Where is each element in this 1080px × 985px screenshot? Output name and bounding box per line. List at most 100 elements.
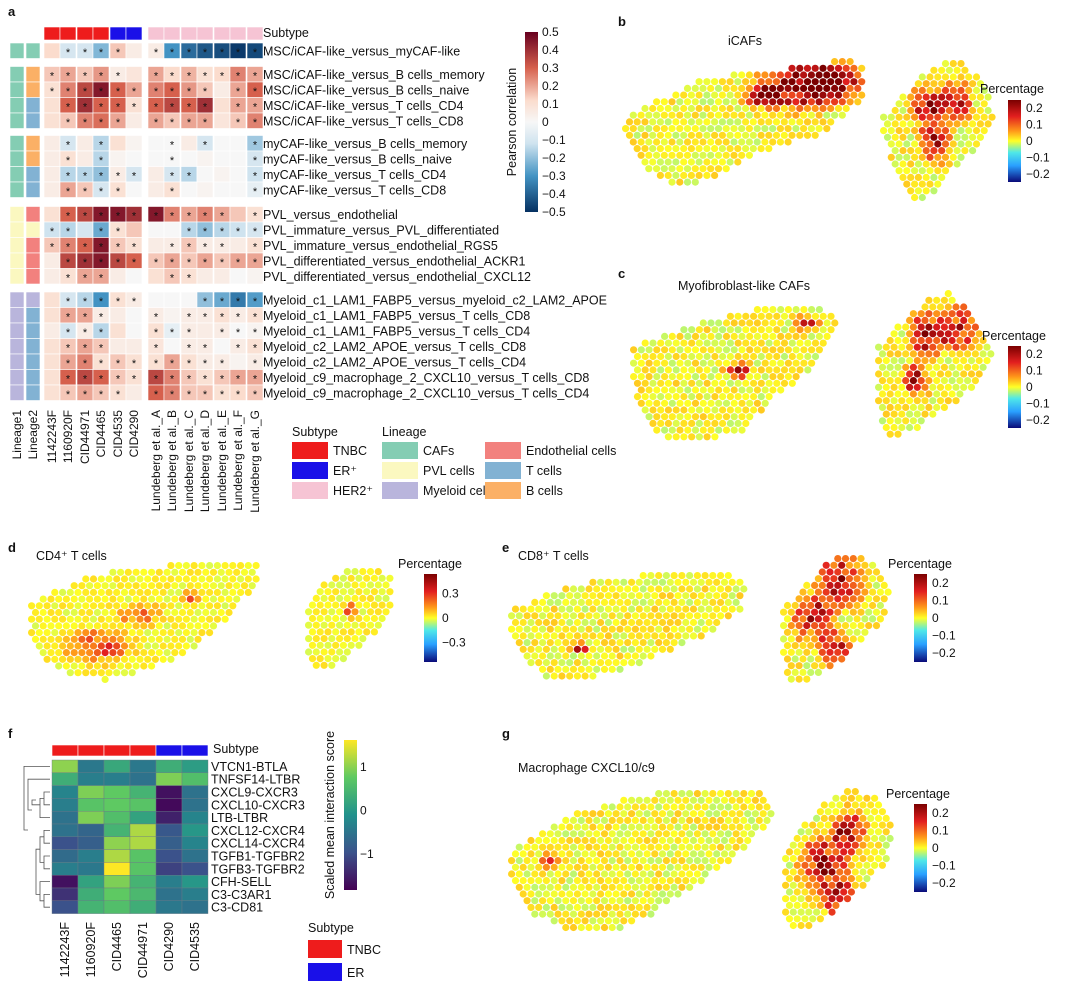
spot bbox=[840, 888, 848, 896]
spot bbox=[124, 582, 132, 590]
spot bbox=[738, 71, 746, 79]
spot bbox=[730, 373, 738, 381]
spot bbox=[742, 145, 750, 153]
spot bbox=[657, 419, 665, 427]
spot bbox=[190, 602, 198, 610]
spot bbox=[539, 639, 547, 647]
spot bbox=[906, 383, 914, 391]
spot bbox=[793, 861, 801, 869]
spot bbox=[936, 397, 945, 405]
spot bbox=[657, 352, 665, 361]
spot bbox=[86, 608, 94, 617]
spot bbox=[542, 850, 551, 858]
spot bbox=[738, 84, 746, 92]
spot bbox=[717, 857, 725, 865]
spot bbox=[894, 430, 902, 438]
spot bbox=[788, 64, 796, 72]
spot bbox=[240, 568, 249, 576]
spot bbox=[676, 373, 684, 381]
spot bbox=[686, 572, 694, 580]
spot bbox=[687, 145, 696, 153]
spot bbox=[616, 585, 624, 593]
significance-star: * bbox=[83, 86, 88, 98]
spot bbox=[649, 393, 657, 401]
spot bbox=[933, 363, 941, 371]
spot bbox=[984, 120, 992, 128]
spot bbox=[722, 98, 730, 106]
spot bbox=[849, 581, 857, 590]
spot bbox=[701, 870, 709, 878]
spot bbox=[911, 86, 919, 94]
spot bbox=[686, 625, 694, 633]
spot bbox=[834, 581, 842, 590]
spot bbox=[757, 145, 765, 153]
spot bbox=[861, 588, 869, 596]
spot bbox=[867, 828, 875, 836]
spot bbox=[971, 350, 980, 358]
spot bbox=[965, 86, 973, 94]
heatmap-cell bbox=[163, 384, 181, 401]
spot bbox=[140, 649, 148, 657]
heatmap-cell bbox=[43, 112, 61, 129]
spot bbox=[347, 574, 355, 582]
spot bbox=[670, 803, 678, 811]
spot bbox=[620, 917, 628, 925]
heatmap-cell bbox=[59, 268, 77, 285]
spot bbox=[714, 98, 723, 106]
spot bbox=[562, 665, 570, 673]
legend-swatch bbox=[485, 442, 521, 459]
spot bbox=[980, 100, 988, 108]
spot bbox=[682, 605, 690, 613]
spot bbox=[922, 147, 930, 155]
spot bbox=[726, 158, 734, 166]
spot bbox=[922, 133, 930, 141]
heatmap-cell bbox=[43, 369, 61, 386]
spot bbox=[332, 641, 340, 649]
spot bbox=[182, 575, 190, 583]
spot bbox=[709, 612, 717, 620]
spot bbox=[769, 319, 777, 327]
spot bbox=[670, 612, 678, 620]
spot bbox=[600, 625, 609, 633]
spot bbox=[608, 816, 616, 825]
spot bbox=[105, 588, 113, 597]
spot bbox=[51, 655, 59, 663]
row-label: C3-CD81 bbox=[211, 901, 263, 915]
spot bbox=[167, 629, 175, 637]
spot bbox=[554, 843, 562, 851]
spot bbox=[577, 843, 585, 851]
spot bbox=[697, 578, 705, 586]
spot bbox=[789, 895, 797, 903]
spot bbox=[746, 359, 754, 367]
spot bbox=[581, 903, 589, 912]
significance-star: * bbox=[203, 358, 208, 370]
lineage1-cell bbox=[9, 291, 25, 308]
heatmap-cell bbox=[213, 166, 231, 183]
spot bbox=[370, 588, 378, 596]
spot bbox=[961, 120, 969, 128]
spot bbox=[952, 316, 960, 324]
spot bbox=[795, 675, 803, 683]
spot bbox=[678, 572, 686, 580]
spot bbox=[641, 339, 649, 347]
spot bbox=[957, 127, 965, 135]
spot bbox=[832, 821, 840, 829]
spot bbox=[686, 857, 694, 865]
spot bbox=[643, 850, 651, 858]
spot bbox=[834, 78, 843, 86]
significance-star: * bbox=[154, 327, 159, 339]
spot bbox=[699, 413, 707, 421]
spot bbox=[620, 632, 628, 640]
spot bbox=[562, 897, 570, 905]
significance-star: * bbox=[236, 389, 241, 401]
spot bbox=[788, 379, 796, 387]
spot bbox=[799, 601, 807, 610]
spot bbox=[608, 612, 616, 620]
spot bbox=[546, 625, 554, 633]
spot bbox=[581, 645, 589, 653]
panel-c: c Myofibroblast-like CAFs Percentage 0.2… bbox=[618, 266, 1050, 441]
spot bbox=[674, 823, 682, 831]
spot bbox=[887, 153, 895, 161]
spot bbox=[47, 608, 55, 617]
spot bbox=[82, 575, 90, 583]
